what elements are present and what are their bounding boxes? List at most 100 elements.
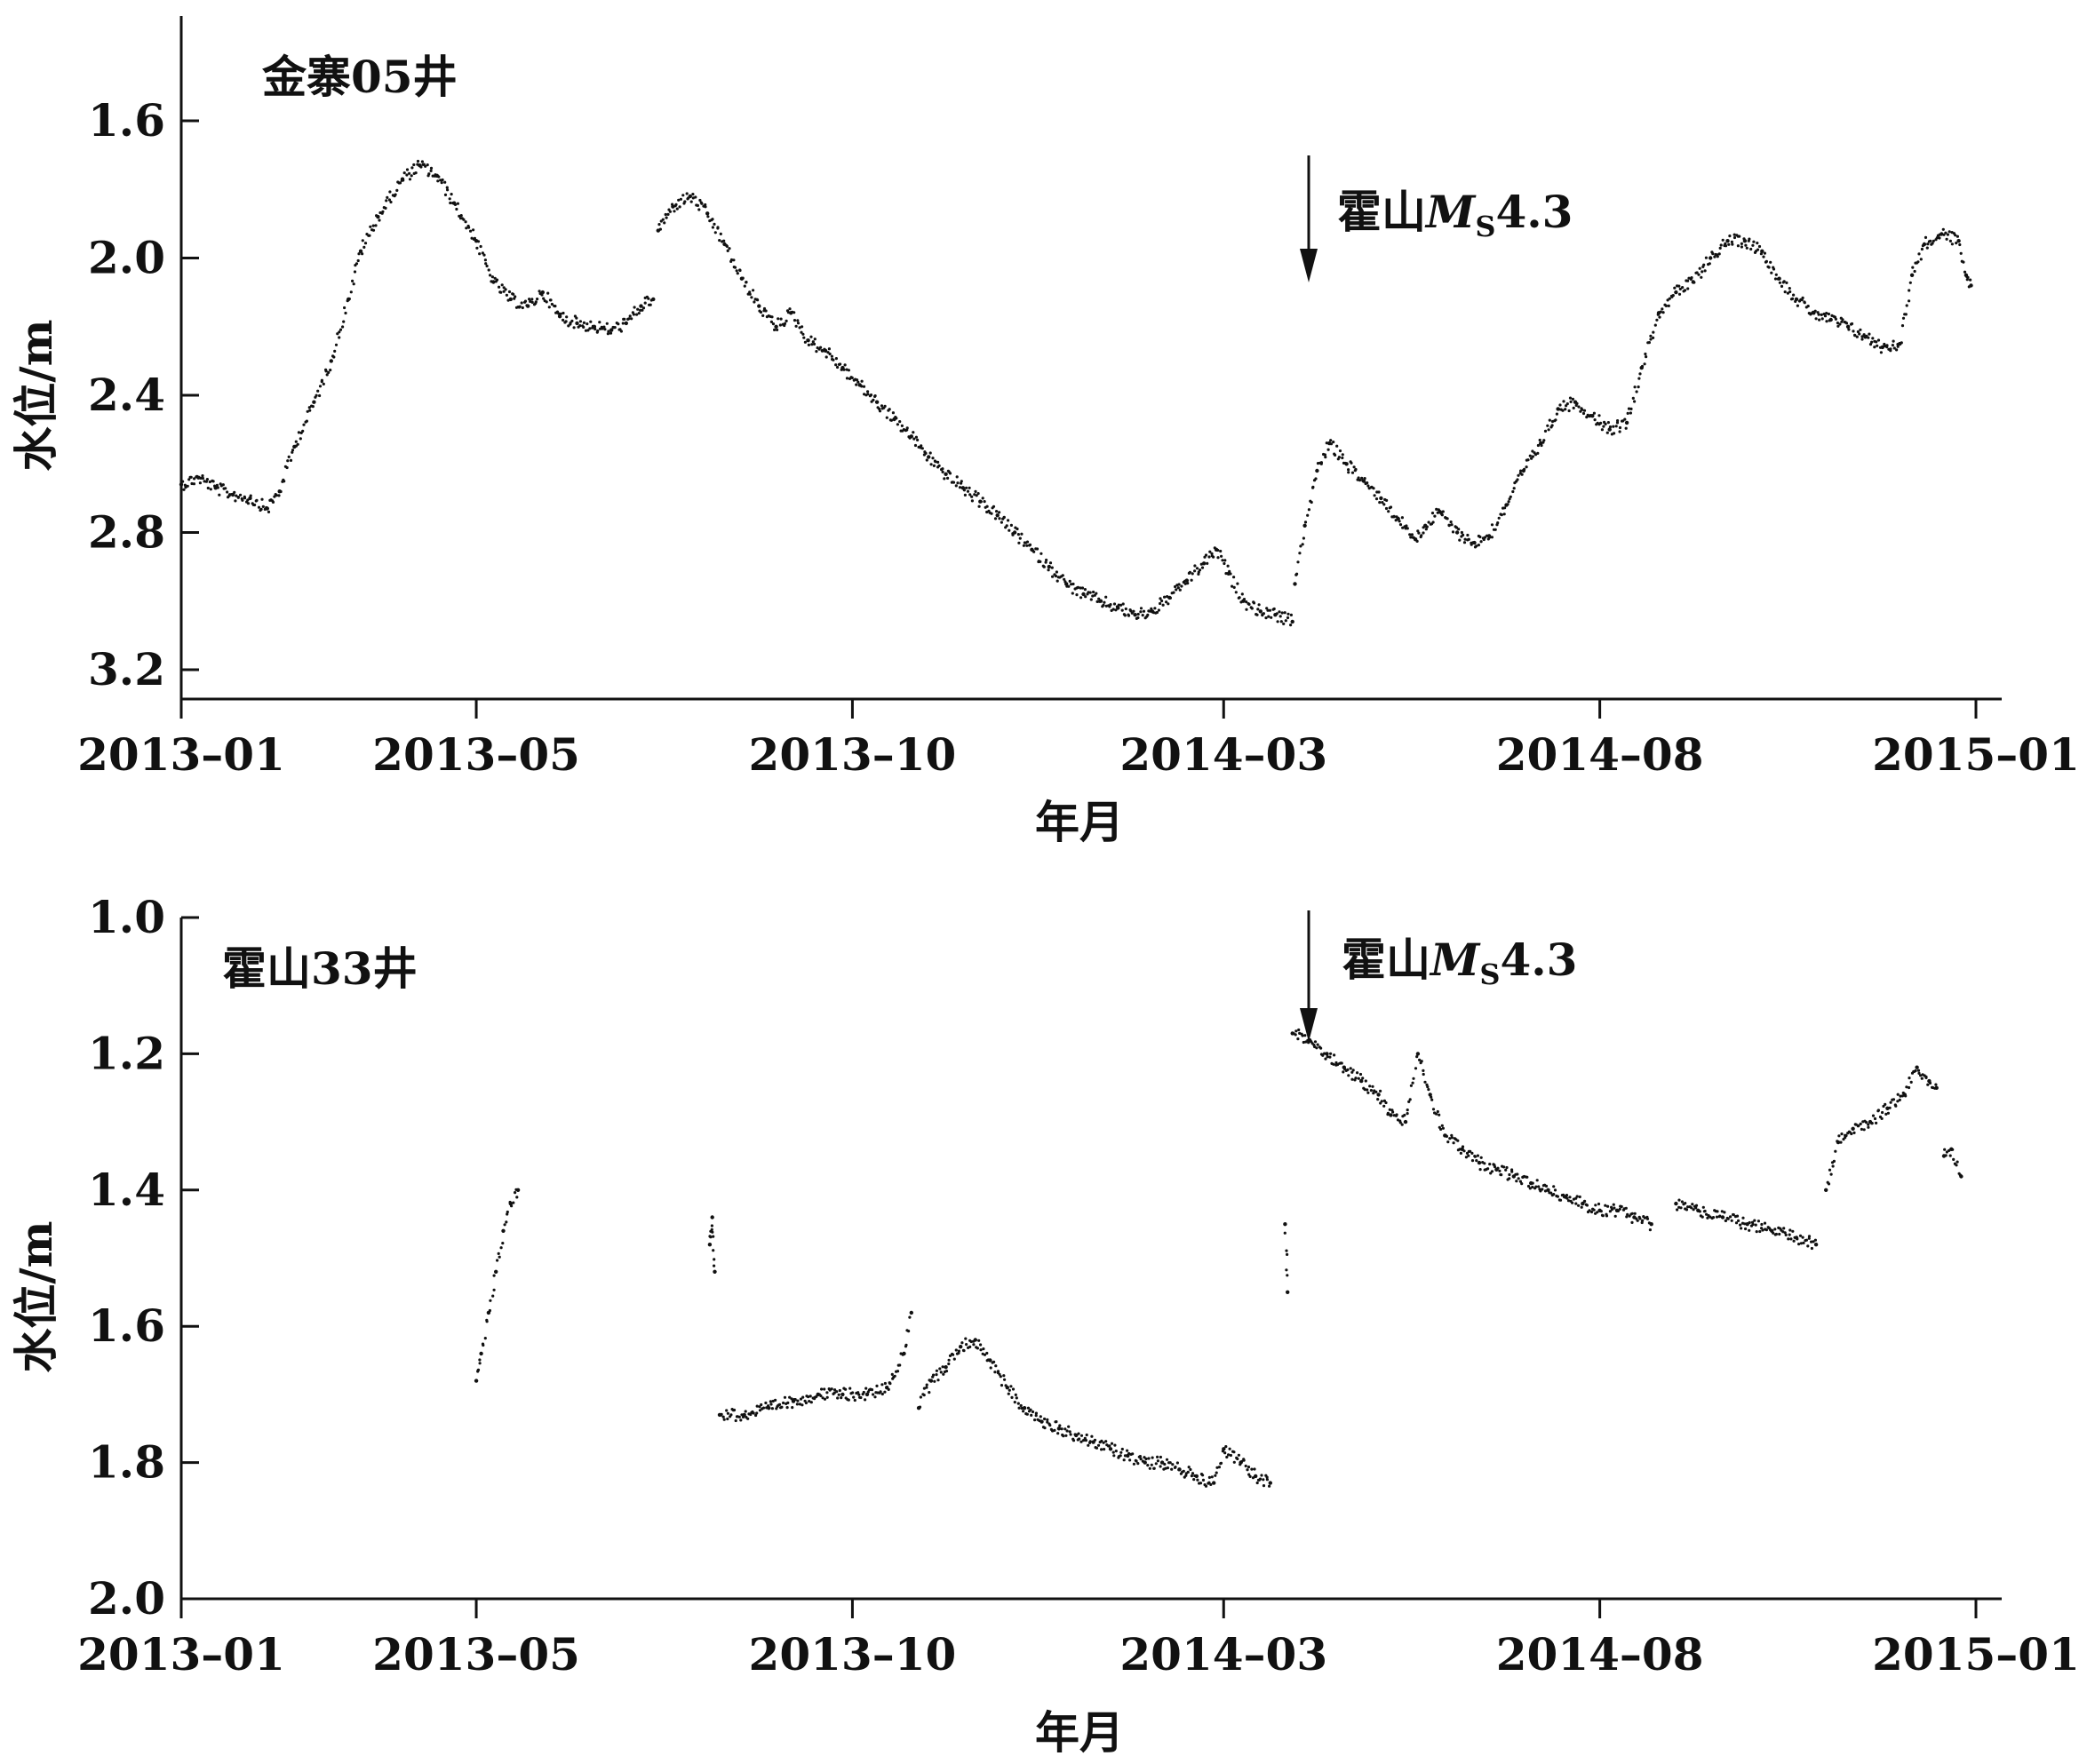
data-point [1255, 1481, 1259, 1485]
data-point [1144, 1457, 1148, 1461]
data-point [1703, 269, 1707, 273]
data-point [1908, 299, 1911, 303]
data-points [179, 159, 1973, 627]
data-point [924, 451, 928, 455]
data-point [1917, 1071, 1921, 1075]
data-point [339, 328, 343, 331]
data-point [1502, 513, 1506, 516]
data-point [1640, 364, 1645, 369]
data-point [1302, 536, 1305, 540]
data-point [1404, 527, 1407, 530]
data-point [1026, 1406, 1031, 1410]
data-point [1176, 586, 1180, 590]
data-point [1932, 239, 1935, 242]
data-point [1415, 1055, 1419, 1059]
data-point [928, 1379, 934, 1383]
data-point [1478, 1168, 1482, 1172]
data-point [1470, 1151, 1474, 1155]
data-point [1457, 528, 1461, 531]
data-point [1020, 532, 1024, 536]
data-point [1597, 414, 1601, 417]
data-point [840, 1396, 843, 1400]
data-point [439, 179, 442, 182]
data-point [1787, 1237, 1790, 1241]
data-point [1159, 597, 1162, 600]
data-point [1234, 591, 1238, 594]
data-point [482, 1343, 485, 1347]
data-point [1190, 578, 1193, 582]
data-point [1767, 266, 1771, 269]
data-point [1904, 1094, 1908, 1098]
data-point [1372, 487, 1375, 490]
data-point [1764, 1228, 1768, 1232]
data-point [713, 1258, 716, 1261]
data-point [354, 262, 359, 266]
data-point [1154, 1462, 1158, 1466]
data-point [920, 447, 924, 450]
data-point [1441, 510, 1445, 513]
data-point [1889, 1101, 1892, 1104]
data-point [1868, 343, 1873, 346]
data-point [1408, 533, 1412, 536]
data-point [408, 171, 411, 175]
data-point [1108, 1447, 1113, 1451]
data-point [1679, 1206, 1683, 1210]
data-point [1649, 338, 1653, 341]
data-point [1363, 477, 1366, 481]
data-point [801, 332, 805, 336]
data-point [1022, 544, 1025, 547]
data-point [1092, 590, 1095, 594]
data-point [1112, 1454, 1116, 1458]
data-point [503, 1223, 506, 1227]
data-point [1136, 612, 1140, 616]
data-point [875, 1384, 879, 1387]
x-tick-label-2: 2013–10 [749, 728, 957, 781]
data-point [1229, 572, 1232, 576]
data-point [1871, 337, 1875, 340]
data-point [1282, 622, 1286, 626]
data-point [1969, 278, 1972, 282]
data-point [729, 1413, 733, 1417]
data-point [804, 1401, 808, 1405]
data-point [1091, 594, 1095, 598]
data-point [769, 1402, 773, 1406]
data-point [1301, 1034, 1304, 1037]
data-point [1415, 1052, 1421, 1056]
data-point [578, 324, 582, 328]
data-point [324, 369, 328, 373]
data-point [550, 302, 554, 306]
data-point [1720, 1215, 1725, 1220]
data-point [1005, 524, 1008, 528]
data-point [716, 226, 720, 229]
data-point [707, 1243, 713, 1247]
data-point [1952, 1157, 1956, 1161]
data-point [429, 169, 433, 172]
data-point [1098, 599, 1103, 603]
data-point [567, 324, 570, 328]
data-point [492, 1274, 496, 1277]
data-point [1613, 1214, 1617, 1218]
data-point [1966, 275, 1970, 279]
data-point [565, 315, 569, 319]
data-point [759, 310, 763, 314]
data-point [1156, 1455, 1159, 1458]
data-point [554, 305, 557, 308]
data-point [1186, 582, 1190, 585]
data-point [1562, 400, 1565, 403]
data-point [968, 1345, 972, 1348]
data-point [1424, 528, 1428, 531]
data-point [1319, 461, 1323, 465]
data-point [1730, 240, 1733, 243]
data-point [1469, 1149, 1472, 1153]
data-point [1293, 582, 1297, 586]
data-point [606, 332, 610, 336]
data-point [840, 1392, 845, 1397]
data-point [213, 486, 218, 490]
data-point [1555, 412, 1558, 416]
data-point [474, 1379, 479, 1383]
data-point [1069, 1433, 1072, 1436]
data-point [1807, 1236, 1811, 1240]
data-point [1285, 1249, 1288, 1252]
data-point [1262, 612, 1265, 616]
data-point [1788, 287, 1791, 290]
